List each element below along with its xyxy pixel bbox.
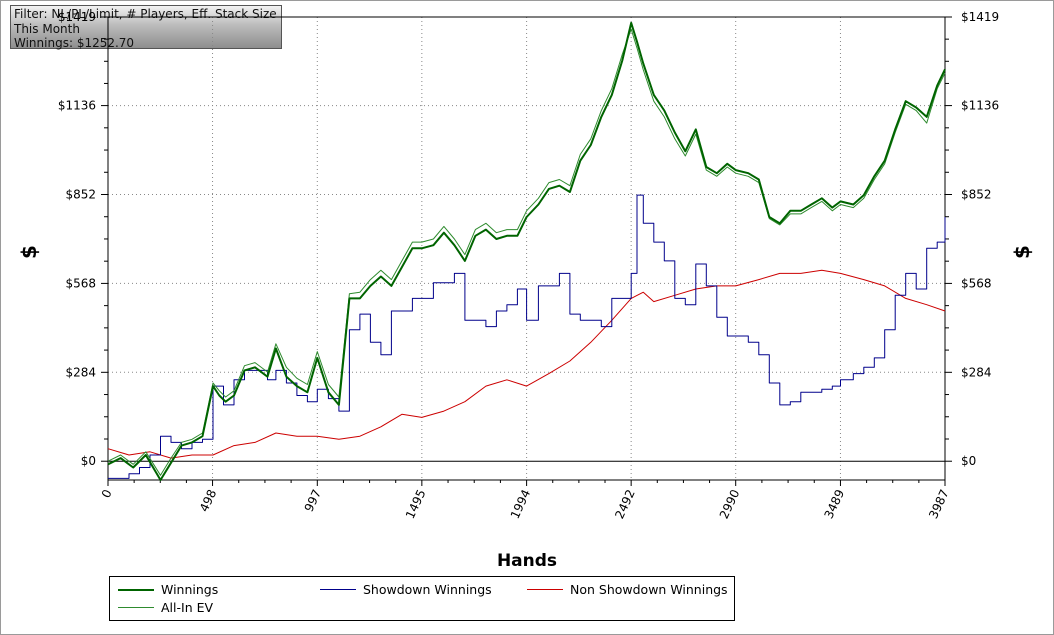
legend: Winnings Showdown Winnings Non Showdown …	[109, 576, 735, 621]
legend-label-non-showdown: Non Showdown Winnings	[570, 582, 728, 597]
filter-info-box: Filter: NL/PL/Limit, # Players, Eff. Sta…	[10, 5, 282, 50]
filter-label: Filter: NL/PL/Limit, # Players, Eff. Sta…	[14, 7, 277, 21]
legend-item-showdown: Showdown Winnings	[320, 582, 492, 597]
legend-item-non-showdown: Non Showdown Winnings	[527, 582, 728, 597]
period-label: This Month	[14, 21, 80, 36]
legend-swatch-winnings	[118, 588, 154, 591]
legend-swatch-showdown	[320, 589, 356, 590]
legend-label-allin-ev: All-In EV	[161, 600, 214, 615]
legend-label-winnings: Winnings	[161, 582, 219, 597]
winnings-summary: Winnings: $1252.70	[14, 36, 135, 50]
legend-label-showdown: Showdown Winnings	[363, 582, 492, 597]
legend-swatch-allin-ev	[118, 607, 154, 608]
legend-item-winnings: Winnings	[118, 582, 218, 597]
legend-swatch-non-showdown	[527, 589, 563, 590]
legend-item-allin-ev: All-In EV	[118, 600, 213, 615]
